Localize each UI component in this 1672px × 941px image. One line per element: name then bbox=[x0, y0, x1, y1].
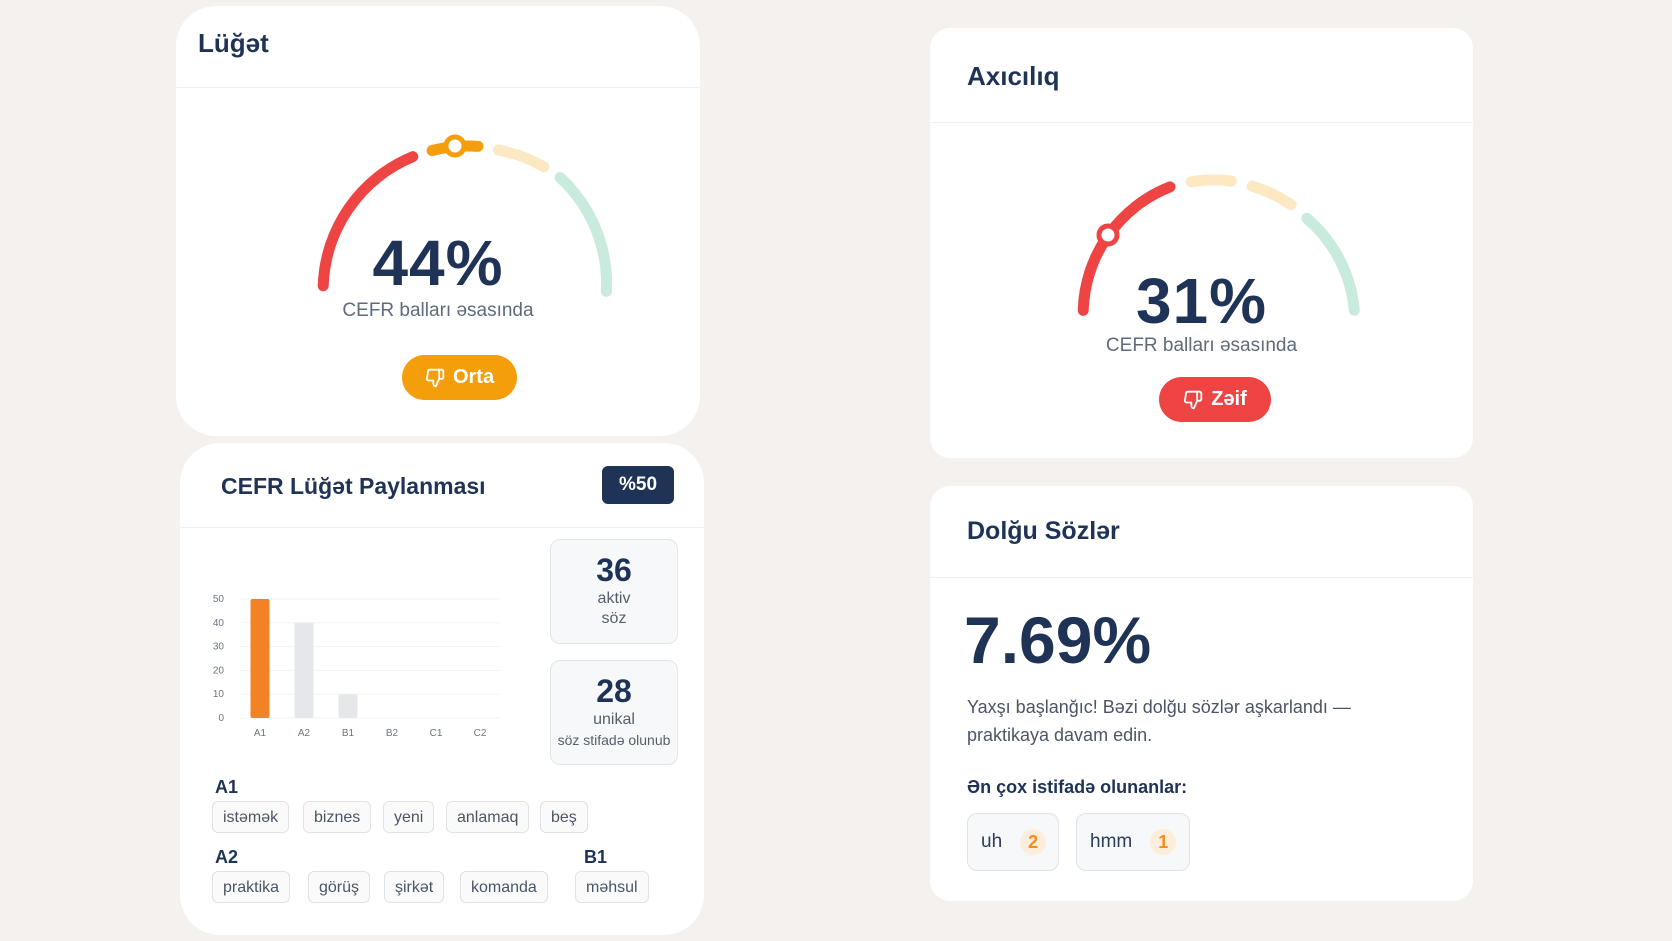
y-tick-label: 40 bbox=[213, 618, 225, 629]
active-words-label-line2: söz bbox=[601, 610, 627, 627]
gauge-mint-segment bbox=[554, 172, 613, 297]
card-header: Lüğət bbox=[176, 6, 700, 88]
bar-a2 bbox=[294, 622, 314, 718]
word-tag: şirkət bbox=[384, 871, 445, 903]
x-tick-label: A2 bbox=[298, 728, 311, 739]
word-tag: komanda bbox=[460, 871, 548, 903]
filler-count: 2 bbox=[1020, 829, 1047, 855]
unique-words-label-line1: unikal bbox=[593, 711, 635, 728]
fluency-percent: 31% bbox=[1135, 265, 1268, 337]
x-tick-label: A1 bbox=[254, 728, 267, 739]
level-label-a1: A1 bbox=[215, 777, 239, 797]
y-tick-label: 20 bbox=[213, 665, 225, 676]
fluency-status-label: Zəif bbox=[1211, 388, 1247, 410]
gauge-svg bbox=[1077, 174, 1360, 316]
vocabulary-percent: 44% bbox=[372, 227, 504, 299]
filler-word: hmm bbox=[1090, 831, 1133, 852]
filler-message-line2: praktikaya davam edin. bbox=[967, 725, 1153, 745]
most-used-label: Ən çox istifadə olunanlar: bbox=[967, 777, 1188, 797]
word-tag: anlamaq bbox=[446, 801, 530, 833]
gauge-red-segment bbox=[317, 151, 419, 292]
cefr-percent-badge: %50 bbox=[602, 466, 674, 504]
level-label-a2: A2 bbox=[215, 847, 239, 867]
word-tag: praktika bbox=[212, 871, 291, 903]
filler-message-line1: Yaxşı başlanğıc! Bəzi dolğu sözlər aşkar… bbox=[967, 697, 1351, 717]
y-tick-label: 30 bbox=[213, 642, 225, 653]
active-words-label-line1: aktiv bbox=[597, 590, 631, 607]
filler-count: 1 bbox=[1150, 829, 1177, 855]
filler-item-uh: uh 2 bbox=[967, 813, 1059, 871]
y-tick-label: 50 bbox=[213, 594, 225, 605]
filler-percent: 7.69% bbox=[964, 603, 1152, 677]
fluency-card: Axıcılıq 31% CEFR balları əsasında Zəif bbox=[930, 28, 1473, 458]
word-tag: biznes bbox=[303, 801, 372, 833]
active-words-stat: 36 aktiv söz bbox=[550, 539, 678, 644]
word-tag: istəmək bbox=[212, 801, 290, 833]
word-tag: məhsul bbox=[575, 871, 649, 903]
gauge-beige-segment-2 bbox=[1246, 180, 1297, 211]
filler-item-hmm: hmm 1 bbox=[1076, 813, 1190, 871]
card-header: CEFR Lüğət Paylanması %50 bbox=[180, 443, 704, 528]
card-title: CEFR Lüğət Paylanması bbox=[221, 473, 486, 499]
word-tag: beş bbox=[540, 801, 588, 833]
level-label-b1: B1 bbox=[584, 847, 608, 867]
card-header: Axıcılıq bbox=[930, 28, 1473, 123]
filler-word: uh bbox=[981, 831, 1003, 852]
card-title: Dolğu Sözlər bbox=[967, 517, 1120, 545]
word-tag: yeni bbox=[383, 801, 435, 833]
bar-a1 bbox=[250, 599, 270, 718]
gauge-svg bbox=[317, 134, 613, 297]
vocabulary-status-label: Orta bbox=[452, 366, 495, 388]
cefr-distribution-card: CEFR Lüğət Paylanması %50 0 10 20 30 40 50 A1 A… bbox=[180, 443, 704, 935]
gauge-marker bbox=[443, 134, 467, 158]
card-title: Lüğət bbox=[198, 28, 269, 58]
word-tag: görüş bbox=[308, 871, 371, 903]
thumbs-down-icon bbox=[1183, 390, 1203, 410]
card-header: Dolğu Sözlər bbox=[930, 486, 1473, 578]
gauge-mint-segment bbox=[1301, 212, 1360, 316]
vocabulary-gauge: 44% CEFR balları əsasında bbox=[176, 6, 700, 436]
unique-words-value: 28 bbox=[596, 673, 632, 709]
gauge-beige-segment bbox=[1185, 174, 1237, 188]
fluency-status-badge: Zəif bbox=[1159, 377, 1271, 422]
gauge-beige-segment bbox=[493, 144, 550, 173]
gauge-marker bbox=[1096, 223, 1120, 247]
y-tick-label: 0 bbox=[218, 713, 224, 724]
x-tick-label: C1 bbox=[430, 728, 443, 739]
card-title: Axıcılıq bbox=[967, 61, 1060, 91]
cefr-bar-chart: 0 10 20 30 40 50 A1 A2 B1 B2 C1 C2 bbox=[213, 594, 500, 739]
bar-b1 bbox=[338, 694, 358, 718]
vocabulary-card: Lüğət 44% CEFR balları əsasında Orta bbox=[176, 6, 700, 436]
x-tick-label: B2 bbox=[386, 728, 399, 739]
active-words-value: 36 bbox=[596, 552, 632, 588]
unique-words-label-line2: söz stifadə olunub bbox=[557, 732, 671, 748]
vocabulary-subtitle: CEFR balları əsasında bbox=[342, 300, 534, 321]
vocabulary-status-badge: Orta bbox=[402, 355, 517, 400]
x-tick-label: B1 bbox=[342, 728, 355, 739]
y-tick-label: 10 bbox=[213, 689, 225, 700]
x-tick-label: C2 bbox=[474, 728, 487, 739]
thumbs-down-icon bbox=[425, 368, 445, 388]
fluency-gauge: 31% CEFR balları əsasında bbox=[930, 28, 1473, 458]
unique-words-stat: 28 unikal söz stifadə olunub bbox=[550, 660, 678, 765]
fluency-subtitle: CEFR balları əsasında bbox=[1105, 335, 1298, 356]
